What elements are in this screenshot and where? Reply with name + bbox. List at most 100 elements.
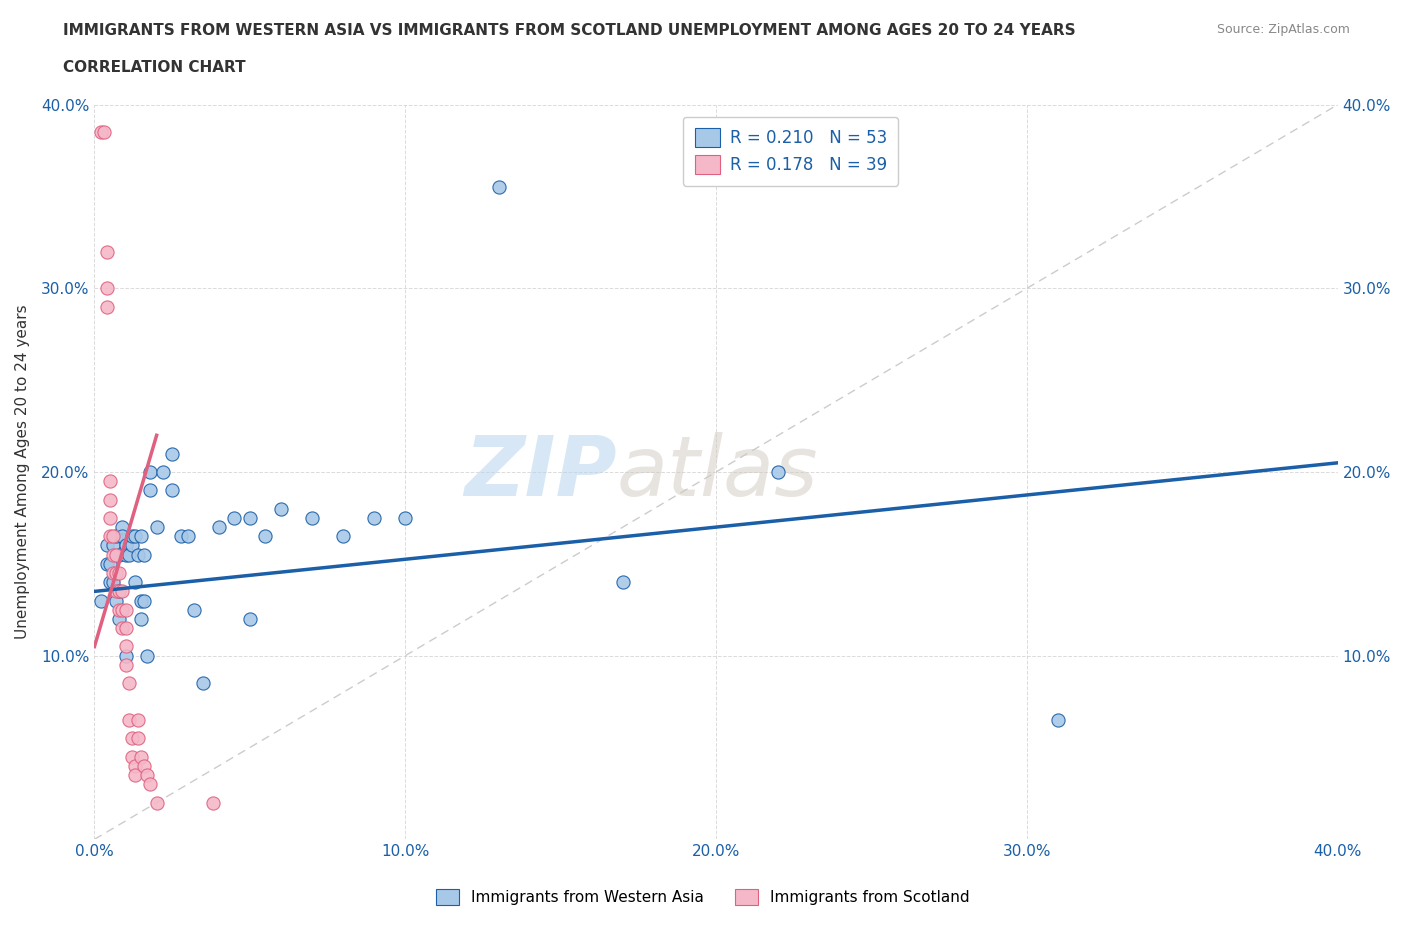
Point (239, 511, 262, 525)
Legend: Immigrants from Western Asia, Immigrants from Scotland: Immigrants from Western Asia, Immigrants… (429, 882, 977, 913)
Text: atlas: atlas (617, 432, 818, 512)
Point (101, 547, 124, 562)
Point (121, 538, 143, 553)
Point (394, 511, 416, 525)
Point (108, 584, 131, 599)
Point (129, 612, 152, 627)
Point (118, 547, 141, 562)
Point (114, 620, 136, 635)
Point (121, 750, 143, 764)
Point (224, 511, 246, 525)
Y-axis label: Unemployment Among Ages 20 to 24 years: Unemployment Among Ages 20 to 24 years (15, 305, 30, 639)
Point (332, 529, 354, 544)
Point (111, 584, 134, 599)
Point (105, 529, 128, 544)
Point (121, 731, 143, 746)
Point (105, 593, 128, 608)
Point (139, 483, 162, 498)
Point (134, 593, 156, 608)
Point (129, 529, 152, 544)
Point (108, 612, 131, 627)
Point (612, 575, 634, 590)
Point (208, 520, 231, 535)
Point (114, 648, 136, 663)
Point (129, 593, 152, 608)
Point (145, 795, 167, 810)
Point (96, 538, 118, 553)
Point (98, 529, 121, 544)
Point (114, 603, 136, 618)
Point (201, 795, 224, 810)
Point (160, 483, 183, 498)
Point (105, 547, 128, 562)
Point (108, 565, 131, 580)
Point (177, 529, 200, 544)
Point (766, 465, 789, 480)
Text: CORRELATION CHART: CORRELATION CHART (63, 60, 246, 75)
Point (118, 676, 141, 691)
Point (114, 538, 136, 553)
Point (183, 603, 205, 618)
Point (193, 676, 215, 691)
Point (105, 565, 128, 580)
Point (145, 520, 167, 535)
Point (301, 511, 323, 525)
Point (136, 648, 159, 663)
Point (98, 575, 121, 590)
Point (124, 575, 146, 590)
Text: Source: ZipAtlas.com: Source: ZipAtlas.com (1216, 23, 1350, 36)
Point (101, 575, 124, 590)
Legend: R = 0.210   N = 53, R = 0.178   N = 39: R = 0.210 N = 53, R = 0.178 N = 39 (683, 116, 898, 186)
Point (134, 759, 156, 774)
Point (127, 731, 149, 746)
Point (363, 511, 385, 525)
Point (108, 603, 131, 618)
Point (111, 603, 134, 618)
Point (98, 556, 121, 571)
Point (111, 620, 134, 635)
Point (101, 565, 124, 580)
Point (90, 125, 112, 140)
Point (121, 529, 143, 544)
Point (105, 584, 128, 599)
Point (254, 529, 277, 544)
Text: ZIP: ZIP (464, 432, 617, 512)
Point (170, 529, 193, 544)
Point (101, 529, 124, 544)
Point (134, 547, 156, 562)
Point (118, 712, 141, 727)
Point (160, 446, 183, 461)
Point (129, 750, 152, 764)
Point (152, 465, 174, 480)
Point (98, 473, 121, 488)
Point (111, 529, 134, 544)
Point (1046, 712, 1069, 727)
Point (124, 529, 146, 544)
Point (239, 612, 262, 627)
Point (98, 492, 121, 507)
Point (114, 547, 136, 562)
Point (96, 299, 118, 314)
Point (127, 547, 149, 562)
Point (124, 759, 146, 774)
Point (139, 777, 162, 791)
Point (90, 593, 112, 608)
Text: IMMIGRANTS FROM WESTERN ASIA VS IMMIGRANTS FROM SCOTLAND UNEMPLOYMENT AMONG AGES: IMMIGRANTS FROM WESTERN ASIA VS IMMIGRAN… (63, 23, 1076, 38)
Point (111, 520, 134, 535)
Point (108, 584, 131, 599)
Point (98, 511, 121, 525)
Point (114, 639, 136, 654)
Point (127, 712, 149, 727)
Point (114, 658, 136, 672)
Point (108, 547, 131, 562)
Point (96, 281, 118, 296)
Point (488, 179, 510, 194)
Point (96, 556, 118, 571)
Point (270, 501, 292, 516)
Point (136, 767, 159, 782)
Point (93, 125, 115, 140)
Point (124, 767, 146, 782)
Point (101, 538, 124, 553)
Point (96, 245, 118, 259)
Point (139, 465, 162, 480)
